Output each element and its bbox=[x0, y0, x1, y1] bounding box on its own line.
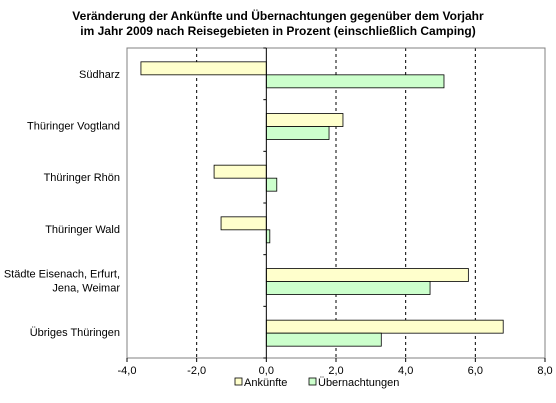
plot-area-border bbox=[126, 47, 546, 359]
category-label: Thüringer Rhön bbox=[44, 172, 120, 184]
x-tick-label: 4,0 bbox=[398, 365, 413, 377]
category-label: Thüringer Wald bbox=[45, 224, 120, 236]
legend-label: Übernachtungen bbox=[318, 377, 399, 389]
category-label: Thüringer Vogtland bbox=[27, 121, 120, 133]
x-tick-labels: -4,0 -2,0 0,0 2,0 4,0 6,0 8,0 bbox=[118, 365, 553, 377]
category-label: Städte Eisenach, Erfurt, bbox=[4, 269, 120, 281]
legend-swatch bbox=[308, 377, 317, 386]
chart-title-line: im Jahr 2009 nach Reisegebieten in Proze… bbox=[80, 24, 475, 38]
bar-uebernachtungen bbox=[265, 74, 445, 89]
category-label: Jena, Weimar bbox=[52, 283, 120, 295]
x-tick-label: -2,0 bbox=[187, 365, 206, 377]
category-label: Südharz bbox=[79, 69, 120, 81]
bar-uebernachtungen bbox=[265, 281, 431, 295]
bar-ankuenfte bbox=[265, 319, 504, 334]
legend-label: Ankünfte bbox=[244, 377, 287, 389]
bar-uebernachtungen bbox=[265, 177, 278, 192]
x-tick-label: 0,0 bbox=[259, 365, 274, 377]
chart-title: Veränderung der Ankünfte und Übernachtun… bbox=[72, 8, 484, 38]
bar-uebernachtungen bbox=[265, 332, 382, 347]
chart-title-line: Veränderung der Ankünfte und Übernachtun… bbox=[72, 8, 484, 23]
legend-swatch bbox=[234, 377, 243, 386]
bar-uebernachtungen bbox=[265, 126, 330, 140]
bar-uebernachtungen bbox=[265, 229, 271, 244]
bar-ankuenfte bbox=[265, 268, 469, 282]
x-tick-label: 6,0 bbox=[468, 365, 483, 377]
bar-ankuenfte bbox=[220, 216, 267, 231]
axes bbox=[126, 47, 546, 362]
bar-ankuenfte bbox=[265, 113, 344, 127]
category-label: Übriges Thüringen bbox=[30, 327, 120, 339]
x-tick-label: -4,0 bbox=[118, 365, 137, 377]
bar-ankuenfte bbox=[140, 61, 267, 76]
bar-ankuenfte bbox=[213, 164, 267, 179]
x-tick-label: 2,0 bbox=[328, 365, 343, 377]
category-labels: Südharz Thüringer Vogtland Thüringer Rhön T… bbox=[4, 69, 121, 339]
bars bbox=[140, 61, 504, 347]
gridlines bbox=[196, 48, 546, 358]
x-tick-label: 8,0 bbox=[537, 365, 552, 377]
legend: Ankünfte Übernachtungen bbox=[234, 377, 399, 389]
